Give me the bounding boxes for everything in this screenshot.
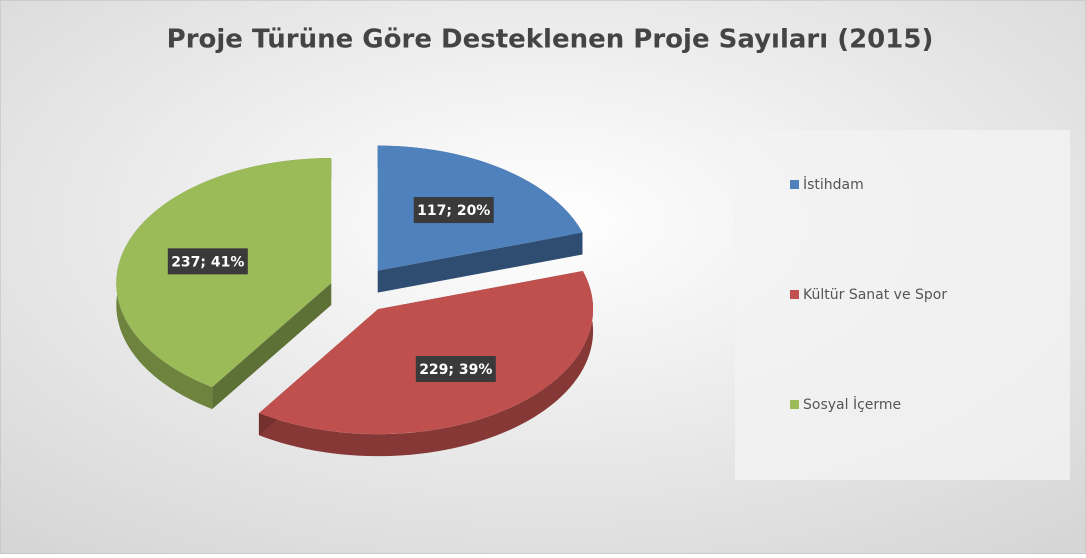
legend-label: Kültür Sanat ve Spor	[803, 287, 947, 303]
data-label-text: 237; 41%	[171, 254, 244, 270]
data-label-box	[167, 248, 248, 275]
legend-label: İstihdam	[803, 175, 864, 193]
data-label-text: 229; 39%	[419, 362, 492, 378]
data-label-box	[415, 356, 496, 383]
legend-swatch	[790, 180, 799, 189]
data-label: 237; 41%	[167, 248, 248, 275]
pie-slice	[258, 271, 594, 435]
legend-swatch	[790, 400, 799, 409]
chart-title: Proje Türüne Göre Desteklenen Proje Sayı…	[167, 25, 934, 55]
slice-face	[212, 283, 332, 410]
legend-label: Sosyal İçerme	[803, 395, 901, 413]
data-label: 229; 39%	[415, 356, 496, 383]
slice-side	[258, 271, 594, 457]
legend-swatch	[790, 290, 799, 299]
slice-face	[377, 232, 583, 293]
data-label: 117; 20%	[413, 197, 494, 224]
data-label-text: 117; 20%	[417, 203, 490, 219]
legend-box	[735, 130, 1070, 480]
data-label-box	[413, 197, 494, 224]
